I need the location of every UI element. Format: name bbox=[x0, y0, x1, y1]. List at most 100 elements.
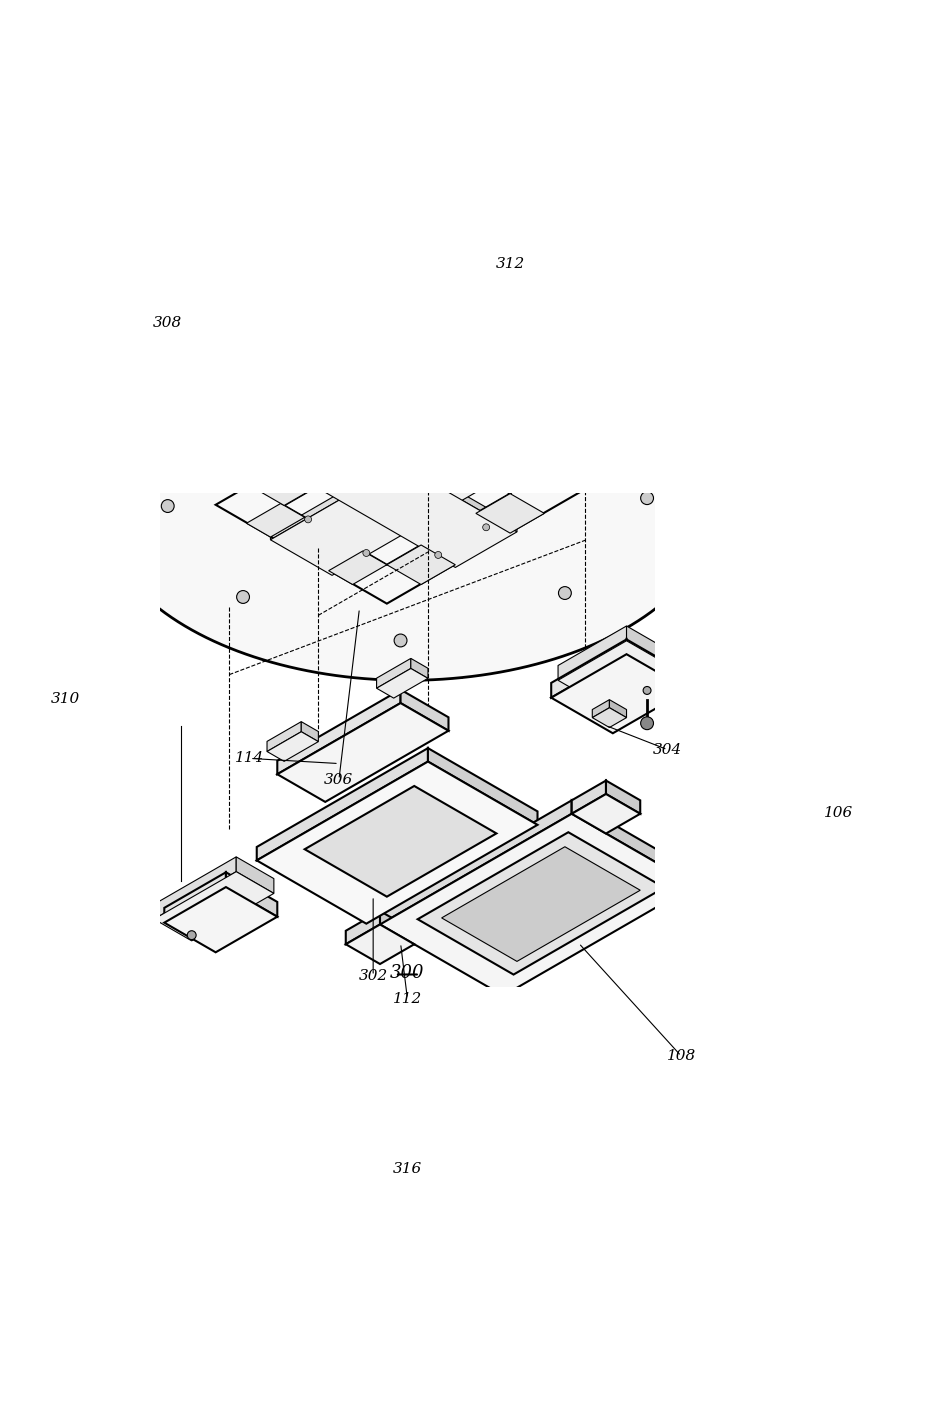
Polygon shape bbox=[411, 658, 428, 678]
Text: 308: 308 bbox=[153, 316, 183, 330]
Circle shape bbox=[408, 357, 420, 371]
Polygon shape bbox=[486, 460, 545, 494]
Circle shape bbox=[394, 634, 407, 647]
Polygon shape bbox=[404, 413, 462, 446]
Polygon shape bbox=[308, 1041, 441, 1117]
Polygon shape bbox=[384, 1010, 441, 1074]
Circle shape bbox=[641, 716, 653, 729]
Circle shape bbox=[421, 448, 428, 455]
Text: 114: 114 bbox=[235, 752, 264, 766]
Polygon shape bbox=[418, 832, 664, 974]
Polygon shape bbox=[462, 423, 524, 465]
Polygon shape bbox=[267, 722, 301, 752]
Polygon shape bbox=[346, 925, 414, 964]
Polygon shape bbox=[380, 801, 572, 925]
Circle shape bbox=[828, 840, 836, 850]
Circle shape bbox=[599, 712, 606, 721]
Polygon shape bbox=[387, 546, 456, 585]
Polygon shape bbox=[98, 323, 717, 681]
Text: 310: 310 bbox=[50, 692, 80, 706]
Text: 112: 112 bbox=[393, 991, 422, 1005]
Polygon shape bbox=[558, 626, 627, 680]
Polygon shape bbox=[572, 801, 695, 885]
Polygon shape bbox=[627, 626, 678, 670]
Polygon shape bbox=[712, 777, 788, 850]
Polygon shape bbox=[329, 551, 387, 585]
Polygon shape bbox=[257, 761, 538, 924]
Polygon shape bbox=[164, 873, 226, 922]
Polygon shape bbox=[377, 658, 411, 688]
Circle shape bbox=[366, 1108, 374, 1117]
Circle shape bbox=[237, 591, 249, 603]
Circle shape bbox=[243, 405, 257, 417]
Text: 304: 304 bbox=[653, 743, 682, 757]
Polygon shape bbox=[164, 887, 277, 952]
Polygon shape bbox=[250, 465, 318, 505]
Polygon shape bbox=[154, 871, 274, 940]
Text: 306: 306 bbox=[324, 773, 353, 787]
Circle shape bbox=[435, 551, 441, 558]
Polygon shape bbox=[377, 668, 428, 698]
Polygon shape bbox=[572, 781, 606, 814]
Polygon shape bbox=[610, 699, 627, 718]
Polygon shape bbox=[284, 433, 517, 567]
Polygon shape bbox=[277, 689, 401, 774]
Text: 302: 302 bbox=[359, 969, 387, 983]
Circle shape bbox=[643, 687, 651, 694]
Circle shape bbox=[227, 424, 245, 443]
Polygon shape bbox=[558, 640, 678, 711]
Polygon shape bbox=[606, 781, 640, 814]
Polygon shape bbox=[441, 847, 640, 962]
Polygon shape bbox=[397, 1004, 418, 1029]
Circle shape bbox=[479, 482, 486, 489]
Polygon shape bbox=[801, 771, 822, 797]
Polygon shape bbox=[627, 639, 688, 689]
Polygon shape bbox=[305, 1058, 356, 1087]
Circle shape bbox=[352, 448, 360, 455]
Polygon shape bbox=[380, 814, 695, 995]
Polygon shape bbox=[154, 857, 236, 919]
Polygon shape bbox=[346, 426, 517, 532]
Circle shape bbox=[420, 1076, 429, 1084]
Circle shape bbox=[559, 587, 571, 599]
Polygon shape bbox=[476, 493, 545, 533]
Polygon shape bbox=[284, 426, 346, 468]
Polygon shape bbox=[226, 873, 277, 916]
Circle shape bbox=[565, 400, 579, 413]
Polygon shape bbox=[572, 794, 640, 833]
Polygon shape bbox=[322, 1043, 356, 1077]
Text: 316: 316 bbox=[393, 1162, 422, 1176]
Text: 108: 108 bbox=[667, 1049, 696, 1063]
Text: 312: 312 bbox=[495, 257, 525, 271]
Polygon shape bbox=[428, 749, 538, 825]
Polygon shape bbox=[401, 689, 449, 730]
Polygon shape bbox=[308, 1010, 384, 1084]
Polygon shape bbox=[592, 708, 627, 728]
Polygon shape bbox=[277, 704, 449, 802]
Circle shape bbox=[641, 492, 653, 505]
Polygon shape bbox=[271, 429, 524, 575]
Circle shape bbox=[363, 550, 369, 557]
Polygon shape bbox=[271, 423, 462, 540]
Circle shape bbox=[161, 499, 174, 512]
Polygon shape bbox=[98, 306, 717, 664]
Polygon shape bbox=[551, 639, 627, 698]
Polygon shape bbox=[791, 777, 842, 807]
Circle shape bbox=[305, 516, 312, 523]
Polygon shape bbox=[551, 654, 688, 733]
Polygon shape bbox=[305, 785, 496, 897]
Polygon shape bbox=[257, 749, 428, 860]
Polygon shape bbox=[791, 763, 808, 787]
Polygon shape bbox=[592, 699, 610, 718]
Polygon shape bbox=[236, 857, 274, 894]
Polygon shape bbox=[246, 503, 305, 537]
Polygon shape bbox=[788, 777, 846, 840]
Circle shape bbox=[305, 477, 312, 484]
Text: 300: 300 bbox=[390, 963, 424, 981]
Polygon shape bbox=[267, 732, 318, 761]
Circle shape bbox=[188, 931, 196, 939]
Polygon shape bbox=[712, 807, 846, 884]
Polygon shape bbox=[380, 911, 414, 945]
Circle shape bbox=[773, 873, 781, 881]
Polygon shape bbox=[322, 1004, 397, 1062]
